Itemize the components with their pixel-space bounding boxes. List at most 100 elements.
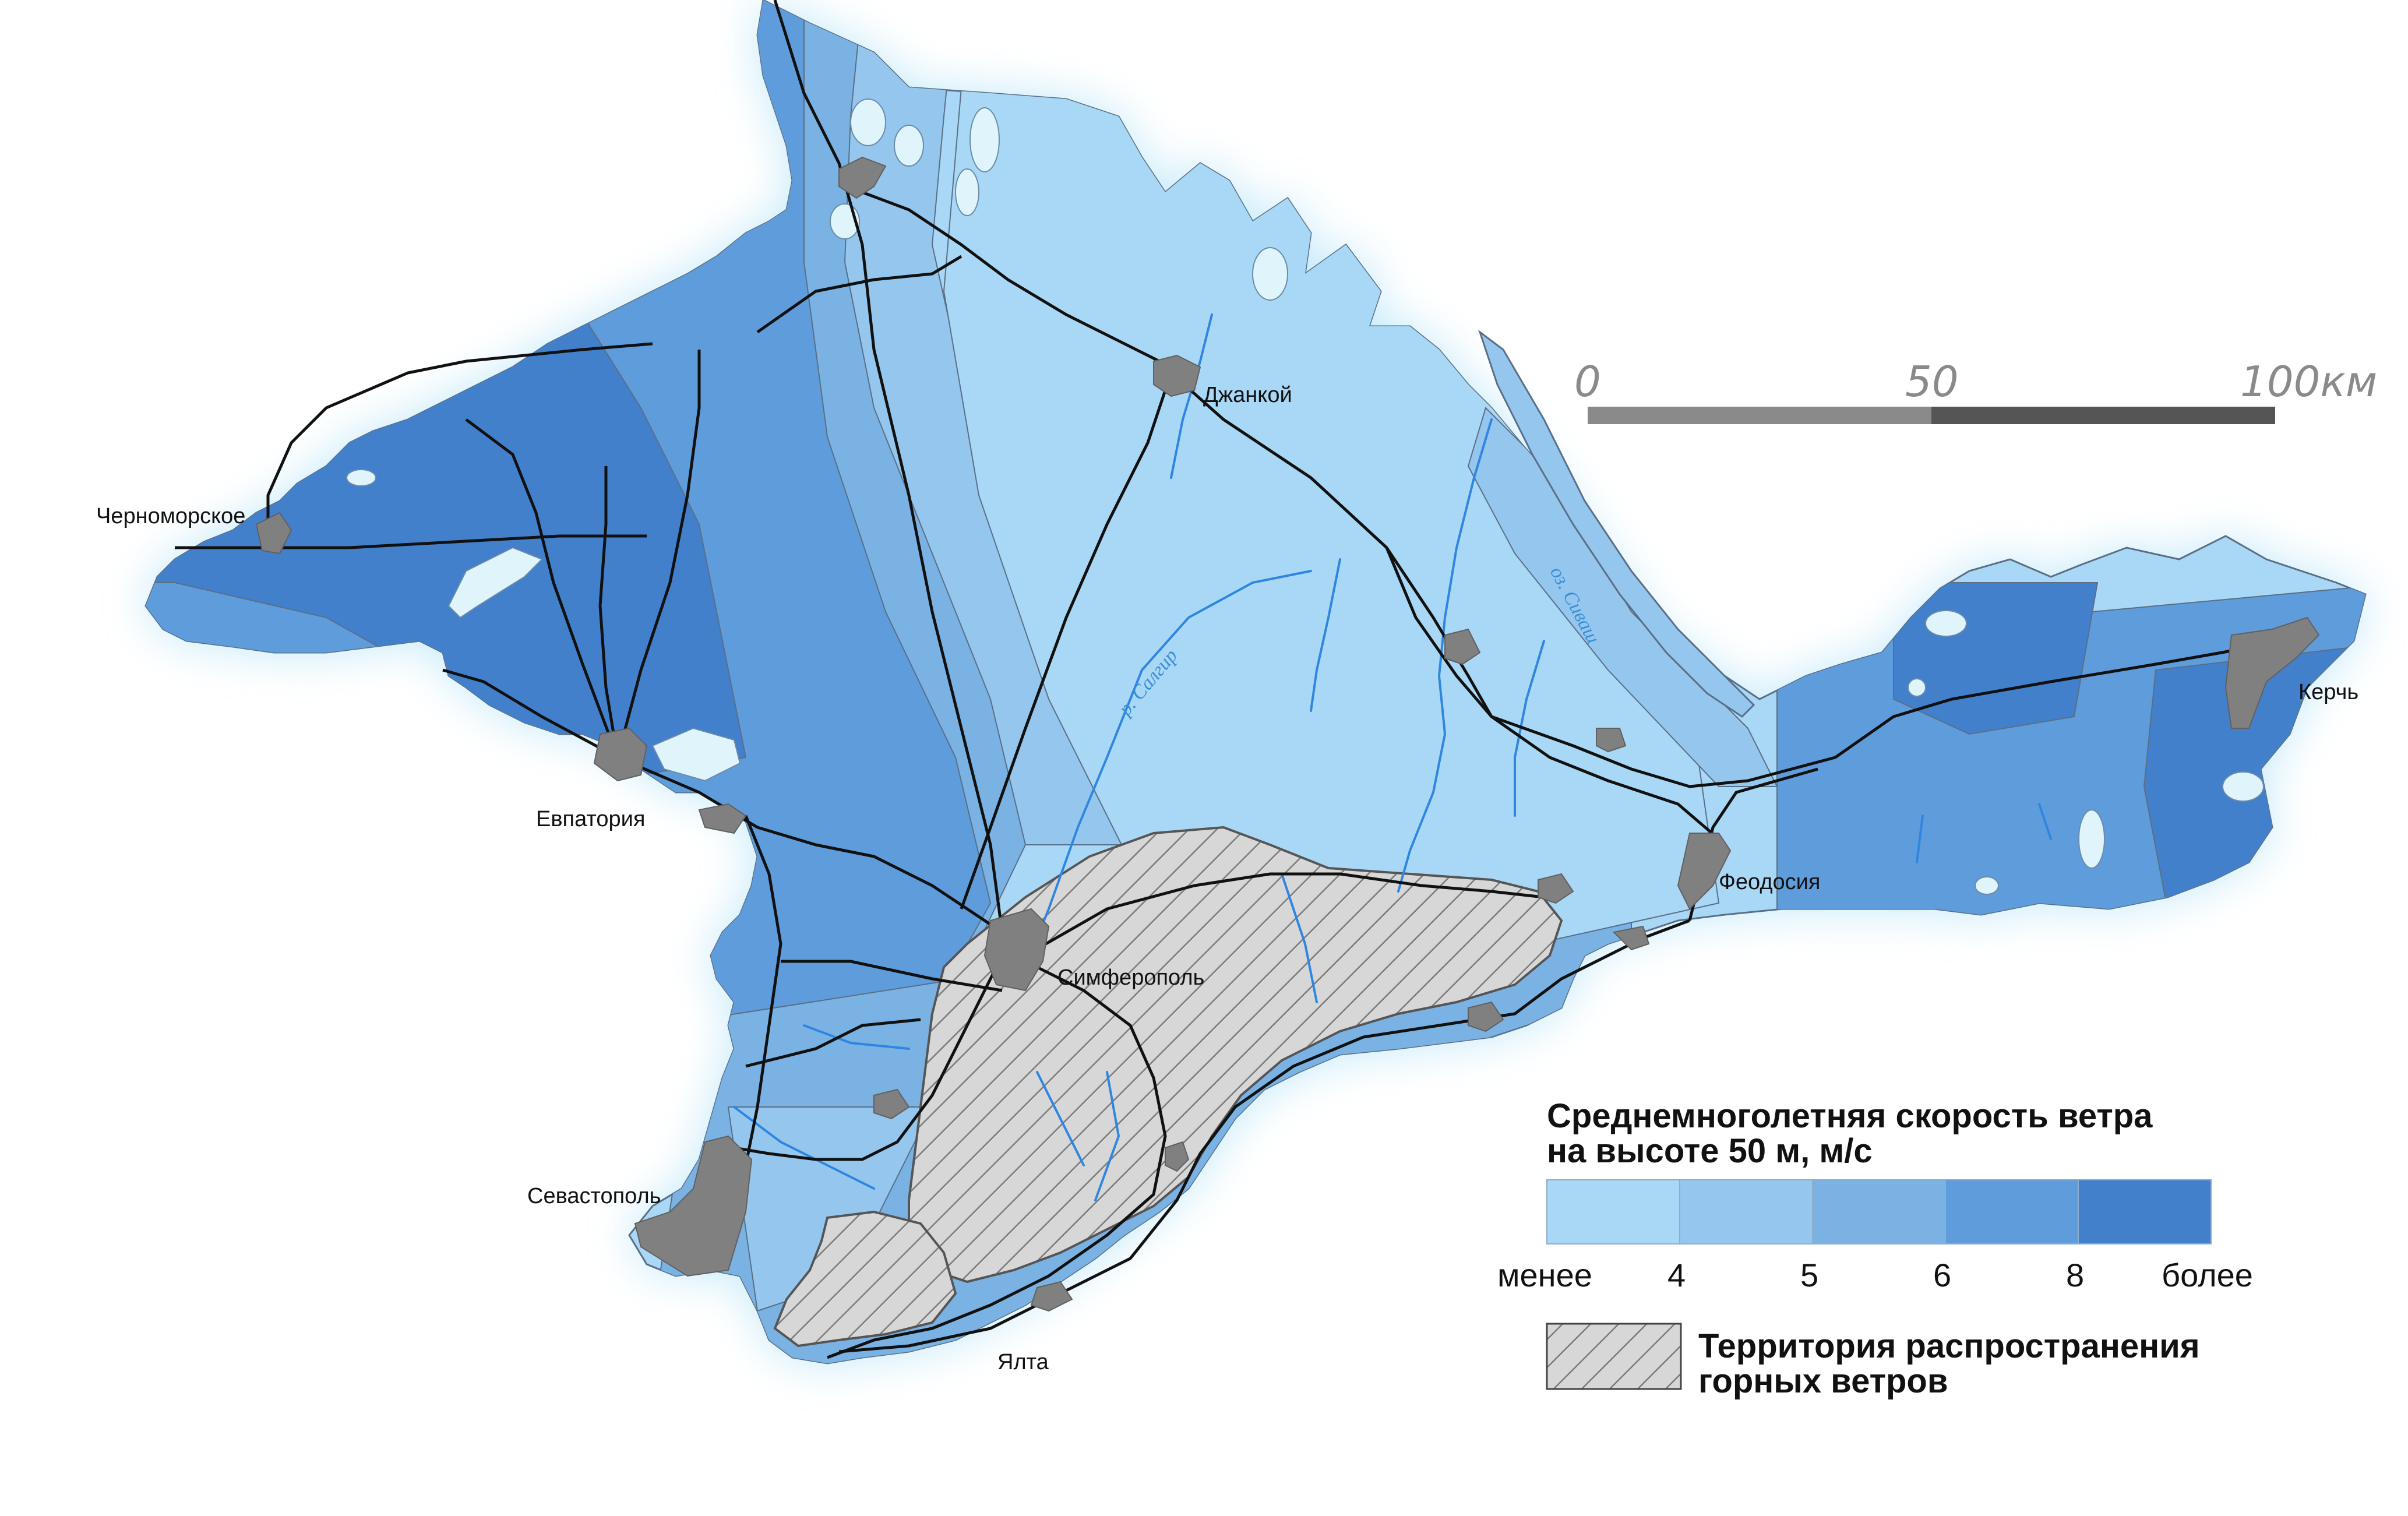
- road-simferopol-yalta: [827, 960, 1167, 1359]
- lake-donuzlav: [447, 547, 543, 619]
- lake-west-small: [346, 469, 376, 486]
- city-blob-armyansk: [838, 156, 887, 199]
- legend-tick-more: более: [2162, 1257, 2253, 1293]
- road-evpatoria-simferopol: [617, 756, 1003, 934]
- legend-title-line2: на высоте 50 м, м/с: [1547, 1132, 1873, 1170]
- arabat-spit: [1478, 329, 1755, 718]
- city-blob-alushta: [1165, 1141, 1190, 1172]
- road-evpatoria-1: [442, 668, 619, 759]
- road-west-grid-3: [745, 1018, 921, 1068]
- city-labels: Джанкой Черноморское Евпатория Симферопо…: [96, 383, 2358, 1374]
- lake-east-1: [1925, 610, 1967, 637]
- city-blob-sevastopol: [634, 1135, 753, 1277]
- lake-north-2: [894, 125, 924, 167]
- roads: [175, 0, 2255, 1359]
- road-west-grid-1: [744, 815, 782, 1166]
- lake-north-4: [969, 107, 1000, 172]
- legend-tick-5: 5: [1800, 1257, 1818, 1293]
- river-east-1: [1310, 558, 1341, 712]
- legend-hatch-label-line2: горных ветров: [1698, 1362, 1948, 1400]
- city-blob-chern: [255, 512, 292, 555]
- legend-tick-8: 8: [2066, 1257, 2084, 1293]
- city-label-chernomorskoe: Черноморское: [96, 504, 245, 528]
- scale-label-100: 100км: [2240, 357, 2377, 406]
- lake-north-5: [955, 168, 979, 216]
- road-south-coast: [838, 919, 1690, 1353]
- city-label-kerch: Керчь: [2298, 680, 2358, 704]
- city-blob-simferopol: [983, 908, 1050, 992]
- scale-label-50: 50: [1905, 357, 1959, 406]
- lake-east-2: [1908, 678, 1926, 697]
- river-west-1: [733, 1106, 875, 1190]
- mountain-wind-territory: [773, 826, 1563, 1348]
- road-dzhankoy-simferopol: [960, 372, 1173, 909]
- road-evpatoria-3: [616, 350, 701, 758]
- city-label-yalta: Ялта: [997, 1350, 1049, 1374]
- city-blob-sudak: [1468, 1001, 1504, 1032]
- legend-hatch-swatch: [1546, 1323, 1682, 1390]
- scale-bar-segment-1: [1588, 407, 1931, 424]
- city-blob-saki: [698, 803, 747, 834]
- road-evpatoria-2: [598, 466, 619, 758]
- city-blob-stary-krym: [1538, 873, 1574, 904]
- river-salgir: [1024, 570, 1312, 968]
- river-kerch: [1916, 815, 1924, 863]
- city-label-simferopol: Симферополь: [1057, 965, 1204, 990]
- river-kerch-2: [2038, 803, 2052, 840]
- road-northwest-chern: [266, 342, 653, 549]
- legend-swatch-5: [2078, 1179, 2212, 1244]
- legend-tick-less: менее: [1497, 1257, 1592, 1293]
- city-label-evpatoria: Евпатория: [536, 807, 645, 831]
- scale-bar-segment-2: [1931, 407, 2275, 424]
- river-mountain-3: [1094, 1071, 1120, 1201]
- legend-swatch-3: [1812, 1179, 1946, 1244]
- lake-north-6: [1252, 247, 1288, 301]
- zone-class-5-east-a: [1893, 582, 2099, 735]
- scale-bar: 0 50 100км: [1574, 357, 2377, 424]
- city-blob-dzhankoy: [1153, 354, 1201, 397]
- road-north-west: [756, 255, 963, 334]
- legend-color-scale: [1546, 1179, 2212, 1244]
- city-blob-koktebel: [1612, 925, 1650, 951]
- road-simferopol-sevastopol: [734, 954, 1004, 1161]
- city-blob-bakhch: [873, 1088, 910, 1120]
- road-armyansk-simferopol: [773, 0, 1004, 933]
- legend-swatch-2: [1679, 1179, 1813, 1244]
- city-label-feodosia: Феодосия: [1719, 870, 1820, 894]
- legend-hatch-label-line1: Территория распространения: [1698, 1327, 2200, 1365]
- zone-class-5-east-b: [2143, 640, 2365, 933]
- cities: [255, 156, 2320, 1312]
- road-west-grid-2: [781, 960, 1003, 992]
- lake-east-4: [2222, 771, 2264, 802]
- road-evpatoria-4: [465, 418, 619, 758]
- river-west-2: [803, 1024, 910, 1050]
- legend-tick-4: 4: [1667, 1257, 1686, 1293]
- road-armyansk-dzhankoy: [862, 191, 1172, 369]
- road-simferopol-alushta: [1024, 872, 1545, 957]
- river-mountain-2: [1036, 1071, 1085, 1166]
- lake-sasyk: [651, 727, 741, 782]
- road-dzhankoy-east: [1170, 372, 2255, 788]
- river-east-2: [1397, 418, 1493, 893]
- legend: Среднемноголетняя скорость ветра на высо…: [1497, 1097, 2253, 1400]
- zone-class-4-east: [1776, 581, 2365, 991]
- legend-title-line1: Среднемноголетняя скорость ветра: [1547, 1097, 2153, 1135]
- legend-swatch-1: [1546, 1179, 1680, 1244]
- legend-tick-6: 6: [1933, 1257, 1951, 1293]
- city-blob-evpatoria: [593, 727, 648, 782]
- city-label-sevastopol: Севастополь: [527, 1184, 661, 1208]
- road-dzhankoy-feodosia: [1385, 547, 1720, 840]
- hatch-southwest: [773, 1210, 957, 1348]
- lake-east-5: [1975, 876, 1999, 895]
- scale-label-0: 0: [1574, 357, 1601, 406]
- lake-north-1: [850, 98, 886, 146]
- city-label-dzhankoy: Джанкой: [1203, 383, 1292, 407]
- city-blob-kerch: [2224, 616, 2320, 729]
- city-blob-yalta: [1030, 1281, 1073, 1312]
- lake-east-3: [2078, 809, 2105, 869]
- river-mountain-1: [1281, 873, 1318, 1003]
- city-blob-nizh: [1596, 728, 1627, 753]
- city-blob-feodosia: [1677, 833, 1732, 910]
- city-blob-krasnoperekopsk: [1444, 628, 1481, 665]
